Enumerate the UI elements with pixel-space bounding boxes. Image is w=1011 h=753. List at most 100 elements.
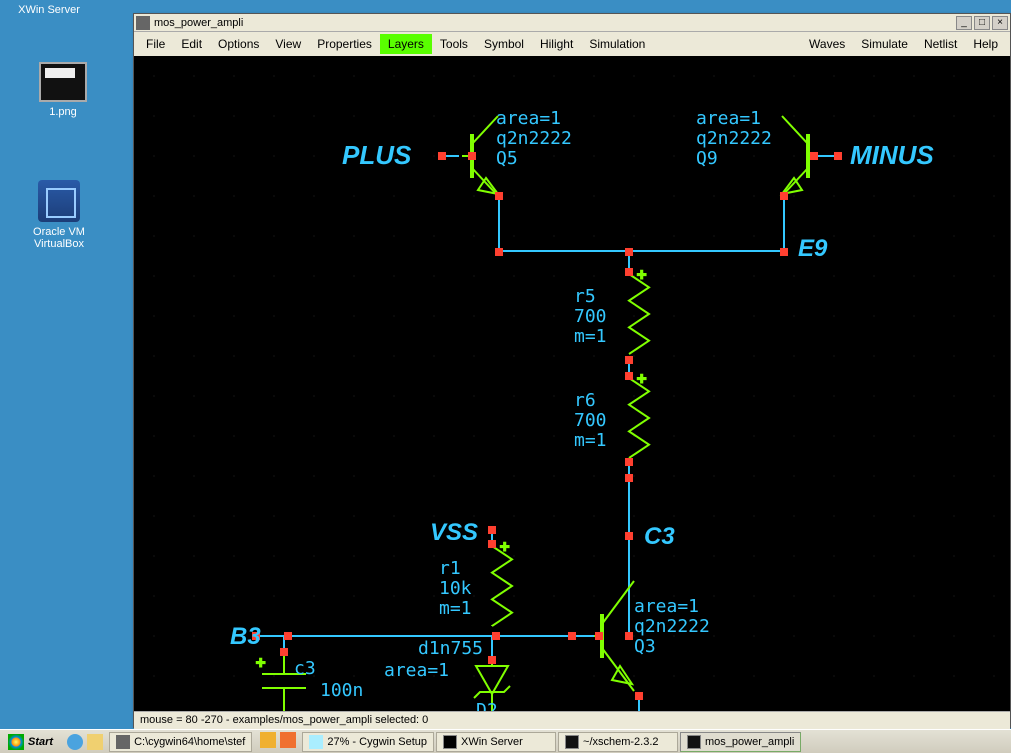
pin[interactable] bbox=[625, 356, 633, 364]
quicklaunch-icon[interactable] bbox=[260, 732, 276, 748]
comp-text: 700 bbox=[574, 306, 607, 327]
net-label-b3[interactable]: B3 bbox=[230, 623, 261, 650]
pin[interactable] bbox=[625, 532, 633, 540]
net-label-c3[interactable]: C3 bbox=[644, 523, 675, 550]
comp-text: area=1 bbox=[696, 108, 761, 129]
menu-simulation[interactable]: Simulation bbox=[581, 34, 653, 54]
menu-edit[interactable]: Edit bbox=[173, 34, 210, 54]
taskbar: Start C:\cygwin64\home\stef 27% - Cygwin … bbox=[0, 729, 1011, 753]
task-icon bbox=[309, 735, 323, 749]
maximize-button[interactable]: □ bbox=[974, 16, 990, 30]
taskbar-task[interactable]: ~/xschem-2.3.2 bbox=[558, 732, 678, 752]
menubar: FileEditOptionsViewPropertiesLayersTools… bbox=[134, 32, 1010, 56]
close-button[interactable]: × bbox=[992, 16, 1008, 30]
taskbar-task[interactable]: C:\cygwin64\home\stef bbox=[109, 732, 252, 752]
menu-netlist[interactable]: Netlist bbox=[916, 34, 965, 54]
task-label: C:\cygwin64\home\stef bbox=[134, 736, 245, 748]
pin[interactable] bbox=[488, 540, 496, 548]
comp-text: 10k bbox=[439, 578, 472, 599]
pin[interactable] bbox=[625, 372, 633, 380]
comp-text: Q3 bbox=[634, 636, 656, 657]
pin[interactable] bbox=[495, 192, 503, 200]
taskbar-task[interactable]: mos_power_ampli bbox=[680, 732, 801, 752]
pin[interactable] bbox=[438, 152, 446, 160]
schematic-canvas[interactable]: ++++PLUSMINUSE9C3VSSB3E3area=1q2n2222Q5a… bbox=[134, 56, 1010, 711]
comp-text: q2n2222 bbox=[634, 616, 710, 637]
pin[interactable] bbox=[495, 248, 503, 256]
comp-text: m=1 bbox=[439, 598, 472, 619]
comp-text: r5 bbox=[574, 286, 596, 307]
task-icon bbox=[687, 735, 701, 749]
pin[interactable] bbox=[492, 632, 500, 640]
titlebar[interactable]: mos_power_ampli _ □ × bbox=[134, 14, 1010, 32]
pin[interactable] bbox=[625, 632, 633, 640]
menu-layers[interactable]: Layers bbox=[380, 34, 432, 54]
menu-hilight[interactable]: Hilight bbox=[532, 34, 581, 54]
net-label-vss[interactable]: VSS bbox=[430, 519, 478, 546]
comp-text: area=1 bbox=[496, 108, 561, 129]
menu-waves[interactable]: Waves bbox=[801, 34, 853, 54]
svg-text:+: + bbox=[637, 371, 646, 388]
ie-icon[interactable] bbox=[67, 734, 83, 750]
task-label: ~/xschem-2.3.2 bbox=[583, 736, 659, 748]
comp-text: Q9 bbox=[696, 148, 718, 169]
icon-label: 1.png bbox=[18, 106, 108, 118]
menu-symbol[interactable]: Symbol bbox=[476, 34, 532, 54]
task-icon bbox=[443, 735, 457, 749]
menu-options[interactable]: Options bbox=[210, 34, 267, 54]
component-r5[interactable]: + bbox=[629, 267, 649, 354]
comp-text: m=1 bbox=[574, 430, 607, 451]
pin[interactable] bbox=[780, 248, 788, 256]
task-label: 27% - Cygwin Setup bbox=[327, 736, 427, 748]
net-label-minus[interactable]: MINUS bbox=[850, 140, 934, 170]
pin[interactable] bbox=[625, 248, 633, 256]
start-button[interactable]: Start bbox=[0, 734, 61, 750]
menu-properties[interactable]: Properties bbox=[309, 34, 380, 54]
pin[interactable] bbox=[280, 648, 288, 656]
pin[interactable] bbox=[595, 632, 603, 640]
component-r1[interactable]: + bbox=[492, 539, 512, 626]
comp-text: D2 bbox=[476, 700, 498, 711]
task-label: XWin Server bbox=[461, 736, 523, 748]
comp-text: m=1 bbox=[574, 326, 607, 347]
pin[interactable] bbox=[488, 526, 496, 534]
net-label-e9[interactable]: E9 bbox=[798, 235, 828, 262]
desktop-icon-png[interactable]: 1.png bbox=[18, 62, 108, 118]
comp-text: q2n2222 bbox=[696, 128, 772, 149]
pin[interactable] bbox=[284, 632, 292, 640]
desktop-icon-vm[interactable]: Oracle VM VirtualBox bbox=[14, 180, 104, 250]
taskbar-task[interactable]: XWin Server bbox=[436, 732, 556, 752]
pin[interactable] bbox=[625, 458, 633, 466]
comp-text: d1n755 bbox=[418, 638, 483, 659]
task-label: mos_power_ampli bbox=[705, 736, 794, 748]
pin[interactable] bbox=[625, 268, 633, 276]
component-Q5[interactable] bbox=[462, 116, 498, 196]
svg-text:+: + bbox=[256, 655, 265, 672]
task-icon bbox=[116, 735, 130, 749]
svg-text:+: + bbox=[637, 267, 646, 284]
svg-text:+: + bbox=[500, 539, 509, 556]
pin[interactable] bbox=[468, 152, 476, 160]
menu-file[interactable]: File bbox=[138, 34, 173, 54]
menu-tools[interactable]: Tools bbox=[432, 34, 476, 54]
pin[interactable] bbox=[625, 474, 633, 482]
comp-text: c3 bbox=[294, 658, 316, 679]
comp-text: r1 bbox=[439, 558, 461, 579]
menu-view[interactable]: View bbox=[267, 34, 309, 54]
pin[interactable] bbox=[488, 656, 496, 664]
menu-simulate[interactable]: Simulate bbox=[853, 34, 916, 54]
taskbar-task[interactable]: 27% - Cygwin Setup bbox=[302, 732, 434, 752]
net-label-plus[interactable]: PLUS bbox=[342, 140, 412, 170]
pin[interactable] bbox=[834, 152, 842, 160]
explorer-icon[interactable] bbox=[87, 734, 103, 750]
component-r6[interactable]: + bbox=[629, 371, 649, 458]
task-icon bbox=[565, 735, 579, 749]
minimize-button[interactable]: _ bbox=[956, 16, 972, 30]
menu-help[interactable]: Help bbox=[965, 34, 1006, 54]
vm-icon bbox=[38, 180, 80, 222]
pin[interactable] bbox=[635, 692, 643, 700]
pin[interactable] bbox=[780, 192, 788, 200]
quicklaunch-icon[interactable] bbox=[280, 732, 296, 748]
pin[interactable] bbox=[568, 632, 576, 640]
pin[interactable] bbox=[810, 152, 818, 160]
